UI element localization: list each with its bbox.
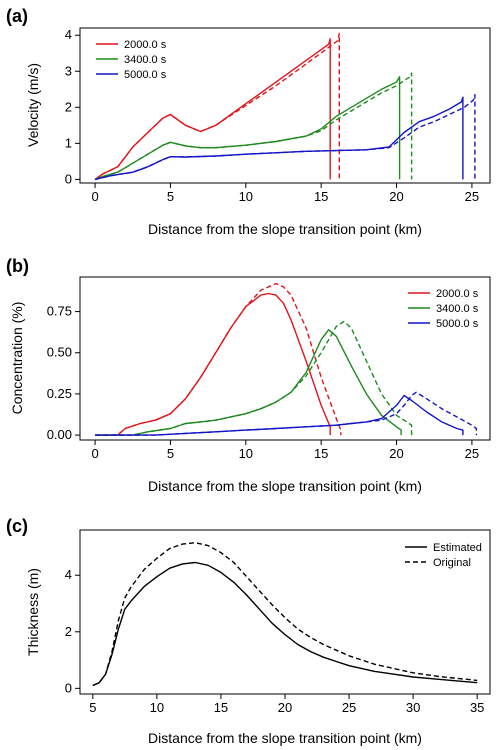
y-tick-label: 4 [65, 567, 72, 582]
series-line-5000-0-s-dashed [94, 94, 476, 181]
panel-c-x-axis-label: Distance from the slope transition point… [148, 730, 422, 746]
panel-b-x-axis-label: Distance from the slope transition point… [148, 478, 422, 494]
y-tick-label: 0 [65, 680, 72, 695]
series-line-2000-0-s-solid [94, 38, 331, 180]
x-tick-label: 25 [465, 189, 479, 204]
panel-b-legend: 2000.0 s 3400.0 s 5000.0 s [408, 288, 479, 330]
x-tick-label: 10 [239, 189, 253, 204]
y-tick-label: 0.75 [47, 304, 72, 319]
y-tick-label: 2 [65, 624, 72, 639]
y-tick-label: 1 [65, 135, 72, 150]
x-tick-label: 10 [239, 446, 253, 461]
x-tick-label: 25 [465, 446, 479, 461]
y-tick-label: 4 [65, 27, 72, 42]
series-line-2000-0-s-dashed [94, 32, 340, 180]
series-line-3400-0-s-dashed [95, 320, 413, 436]
panel-a-legend: 2000.0 s 3400.0 s 5000.0 s [96, 39, 167, 81]
series-line-estimated-solid [92, 561, 478, 687]
panel-b-series [95, 282, 478, 436]
x-tick-label: 5 [89, 700, 96, 715]
panel-b: (b) 0 5 10 15 20 25 0.00 0.25 0.50 0.75 2000.0 s… [6, 256, 491, 494]
legend-label: 5000.0 s [124, 69, 167, 81]
panel-a-y-ticks: 0 1 2 3 4 [65, 27, 80, 186]
x-tick-label: 20 [278, 700, 292, 715]
x-tick-label: 15 [214, 700, 228, 715]
x-tick-label: 15 [314, 446, 328, 461]
legend-label: Estimated [433, 542, 482, 554]
series-line-original-dashed [92, 542, 478, 687]
series-line-3400-0-s-solid [95, 329, 402, 436]
panel-a-x-axis-label: Distance from the slope transition point… [148, 221, 422, 237]
panel-c-series [92, 542, 478, 687]
legend-label: 3400.0 s [124, 54, 167, 66]
panel-c: (c) 5 10 15 20 25 30 35 024 EstimatedOriginal … [6, 516, 491, 746]
panel-a-plot-frame [79, 27, 491, 184]
series-line-2000-0-s-solid [95, 292, 331, 436]
x-tick-label: 15 [314, 189, 328, 204]
panel-a-x-ticks: 0 5 10 15 20 25 [91, 183, 479, 204]
series-line-3400-0-s-solid [94, 76, 401, 181]
panel-c-x-ticks: 5 10 15 20 25 30 35 [89, 694, 484, 715]
panel-b-y-axis-label: Concentration (%) [9, 302, 25, 415]
x-tick-label: 35 [470, 700, 484, 715]
panel-a-letter: (a) [6, 6, 28, 26]
y-tick-label: 0.00 [47, 427, 72, 442]
panel-c-y-axis-label: Thickness (m) [25, 568, 41, 656]
y-tick-label: 2 [65, 99, 72, 114]
x-tick-label: 0 [91, 446, 98, 461]
panel-b-plot-frame [79, 276, 491, 441]
legend-label: Original [433, 557, 471, 569]
panel-c-letter: (c) [6, 516, 28, 536]
panel-a-y-axis-label: Velocity (m/s) [25, 63, 41, 147]
legend-label: 2000.0 s [124, 39, 167, 51]
x-tick-label: 20 [389, 189, 403, 204]
series-line-3400-0-s-dashed [94, 72, 413, 181]
panel-b-letter: (b) [6, 256, 29, 276]
x-tick-label: 20 [389, 446, 403, 461]
series-line-5000-0-s-dashed [95, 391, 478, 436]
y-tick-label: 3 [65, 63, 72, 78]
y-tick-label: 0.50 [47, 345, 72, 360]
x-tick-label: 10 [150, 700, 164, 715]
y-tick-label: 0 [65, 171, 72, 186]
panel-c-plot-frame [79, 529, 491, 695]
series-line-5000-0-s-solid [94, 96, 464, 181]
x-tick-label: 5 [167, 189, 174, 204]
x-tick-label: 0 [91, 189, 98, 204]
panel-a: (a) 0 5 10 15 20 25 0 1 2 3 4 2000.0 s 3400.0 s 500… [6, 6, 491, 237]
legend-label: 2000.0 s [436, 288, 479, 300]
series-line-5000-0-s-solid [95, 394, 464, 436]
panel-b-x-ticks: 0 5 10 15 20 25 [91, 440, 479, 461]
y-tick-label: 0.25 [47, 386, 72, 401]
legend-label: 5000.0 s [436, 318, 479, 330]
panel-c-legend: Estimated Original [405, 542, 482, 569]
series-line-2000-0-s-dashed [95, 282, 342, 436]
legend-label: 3400.0 s [436, 303, 479, 315]
panel-a-series [94, 32, 476, 181]
x-tick-label: 5 [167, 446, 174, 461]
x-tick-label: 30 [406, 700, 420, 715]
panel-b-y-ticks: 0.00 0.25 0.50 0.75 [47, 304, 80, 442]
panel-c-y-ticks: 0 2 4 [65, 567, 80, 695]
x-tick-label: 25 [342, 700, 356, 715]
